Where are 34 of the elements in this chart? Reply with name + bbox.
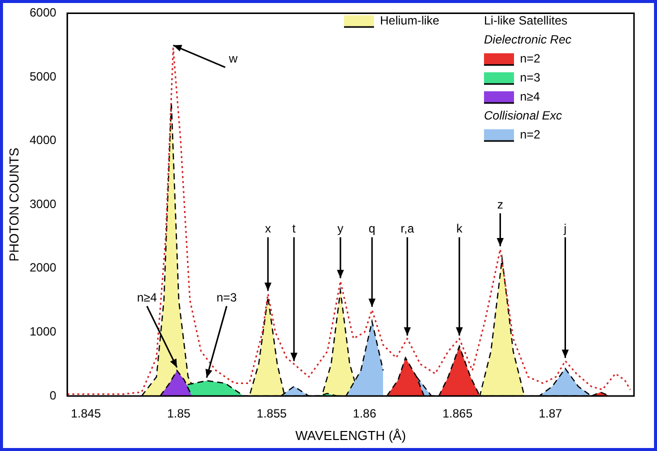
annotation: y — [337, 222, 344, 236]
annotation: w — [228, 52, 238, 66]
annotation: x — [264, 222, 271, 236]
x-tick-label: 1.865 — [442, 406, 473, 421]
annotation: z — [497, 198, 504, 212]
y-tick-label: 6000 — [30, 6, 57, 20]
annotation: n=3 — [216, 290, 238, 304]
annotation: Dielectronic Rec — [484, 32, 572, 47]
x-tick-label: 1.85 — [167, 406, 191, 421]
y-tick-label: 3000 — [30, 196, 57, 211]
y-tick-label: 1000 — [30, 324, 57, 339]
legend-label: n=3 — [520, 70, 541, 85]
y-tick-label: 4000 — [30, 133, 57, 148]
x-axis-title: WAVELENGTH (Å) — [295, 428, 406, 443]
annotation: Collisional Exc — [484, 108, 562, 123]
annotation: r,a — [400, 222, 414, 236]
y-tick-label: 0 — [50, 388, 57, 402]
legend-label: n=2 — [520, 52, 541, 66]
legend-title: Li-like Satellites — [484, 14, 568, 28]
annotation: n≥4 — [136, 290, 158, 304]
x-tick-label: 1.845 — [70, 406, 102, 421]
y-axis-title: PHOTON COUNTS — [6, 147, 22, 262]
x-tick-label: 1.86 — [352, 406, 377, 421]
y-tick-label: 2000 — [30, 260, 57, 275]
legend-label: n=2 — [520, 128, 541, 142]
y-tick-label: 5000 — [30, 69, 57, 84]
legend-label: n≥4 — [520, 90, 540, 104]
annotation: j — [562, 222, 567, 236]
x-tick-label: 1.87 — [538, 406, 562, 421]
annotation: q — [368, 222, 376, 236]
legend-label: Helium-like — [380, 14, 440, 28]
annotation: t — [292, 222, 296, 236]
x-tick-label: 1.855 — [256, 406, 288, 421]
annotation: k — [456, 222, 464, 236]
